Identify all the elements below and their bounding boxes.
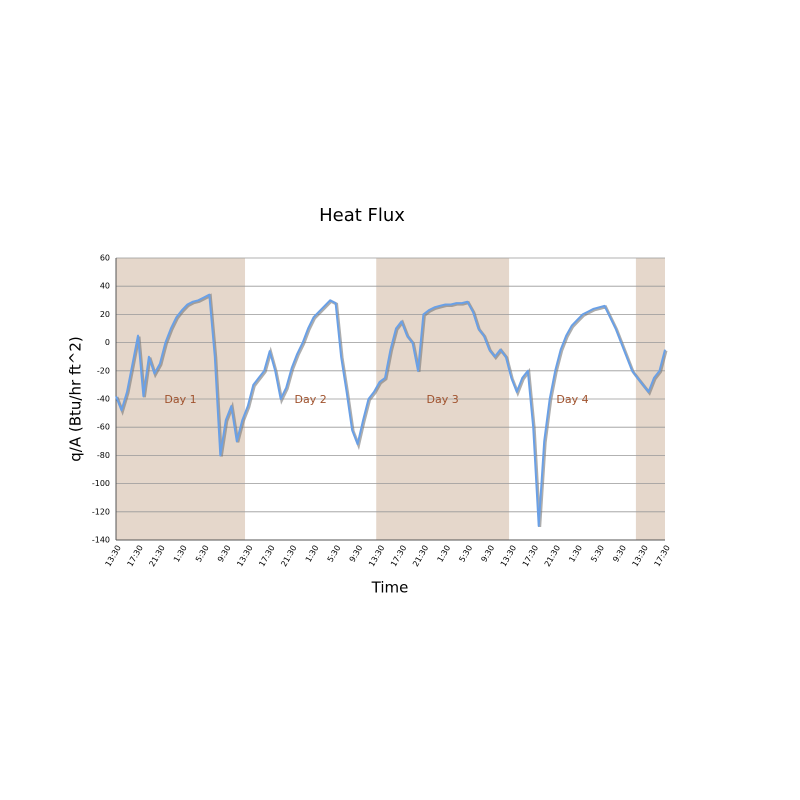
x-tick-label: 13:30	[367, 544, 386, 568]
chart-title: Heat Flux	[319, 205, 405, 226]
x-tick-label: 5:30	[326, 544, 343, 564]
x-tick-label: 17:30	[521, 544, 540, 568]
x-tick-label: 13:30	[235, 544, 254, 568]
y-tick-label: 40	[100, 282, 110, 291]
band-label: Day 4	[556, 393, 588, 406]
band-label: Day 2	[295, 393, 327, 406]
y-tick-label: -120	[92, 507, 110, 516]
y-tick-label: -40	[97, 395, 110, 404]
band-label: Day 1	[164, 393, 196, 406]
x-tick-label: 17:30	[653, 544, 672, 568]
y-tick-label: -80	[97, 451, 110, 460]
x-tick-label: 17:30	[126, 544, 145, 568]
x-tick-label: 9:30	[611, 544, 628, 564]
line-shadow	[115, 293, 668, 527]
x-tick-label: 1:30	[172, 544, 189, 564]
line	[115, 293, 666, 527]
x-tick-label: 21:30	[147, 544, 166, 568]
x-tick-label: 9:30	[479, 544, 496, 564]
band-label: Day 3	[427, 393, 459, 406]
y-tick-label: 60	[100, 254, 110, 263]
x-tick-label: 21:30	[411, 544, 430, 568]
x-tick-label: 1:30	[567, 544, 584, 564]
x-tick-label: 9:30	[348, 544, 365, 564]
x-tick-label: 13:30	[104, 544, 123, 568]
x-tick-label: 5:30	[194, 544, 211, 564]
x-tick-label: 9:30	[216, 544, 233, 564]
y-axis-label: q/A (Btu/hr ft^2)	[67, 336, 85, 462]
x-tick-label: 5:30	[589, 544, 606, 564]
y-tick-label: -60	[97, 423, 110, 432]
y-tick-label: -100	[92, 479, 110, 488]
x-tick-label: 21:30	[543, 544, 562, 568]
x-tick-label: 1:30	[304, 544, 321, 564]
y-tick-label: -140	[92, 536, 110, 545]
x-tick-label: 13:30	[499, 544, 518, 568]
x-tick-label: 5:30	[457, 544, 474, 564]
x-tick-label: 17:30	[389, 544, 408, 568]
x-tick-label: 1:30	[436, 544, 453, 564]
x-tick-label: 21:30	[279, 544, 298, 568]
x-tick-label: 17:30	[257, 544, 276, 568]
y-tick-label: -20	[97, 366, 110, 375]
x-tick-label: 13:30	[631, 544, 650, 568]
y-tick-label: 0	[105, 338, 110, 347]
y-tick-label: 20	[100, 310, 110, 319]
x-axis-label: Time	[371, 579, 409, 597]
